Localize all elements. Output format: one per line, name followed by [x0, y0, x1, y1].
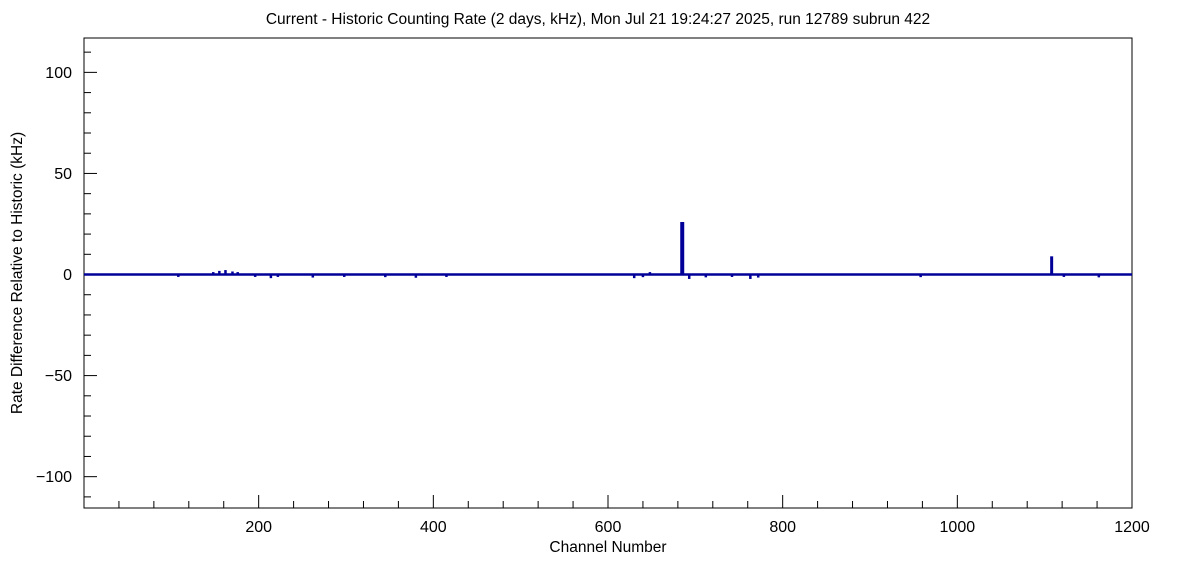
chart-title: Current - Historic Counting Rate (2 days…	[266, 11, 930, 28]
x-tick-label: 200	[245, 519, 272, 536]
y-tick-label: −50	[45, 368, 72, 385]
plot-frame	[83, 37, 1133, 509]
x-axis-tick-labels: 200 400 600 800 1000 1200	[245, 519, 1150, 536]
y-tick-label: 50	[54, 166, 72, 183]
y-axis-tick-labels: −100 −50 0 50 100	[36, 65, 72, 486]
x-axis-ticks	[118, 495, 1133, 508]
y-tick-label: −100	[36, 469, 72, 486]
x-tick-label: 1200	[1114, 519, 1150, 536]
y-axis-title: Rate Difference Relative to Historic (kH…	[9, 132, 26, 414]
y-tick-label: 0	[63, 267, 72, 284]
x-axis-title: Channel Number	[549, 539, 666, 556]
y-tick-label: 100	[45, 65, 72, 82]
x-tick-label: 800	[769, 519, 796, 536]
x-tick-label: 1000	[940, 519, 976, 536]
data-series	[84, 221, 1132, 279]
x-tick-label: 600	[595, 519, 622, 536]
x-tick-label: 400	[420, 519, 447, 536]
